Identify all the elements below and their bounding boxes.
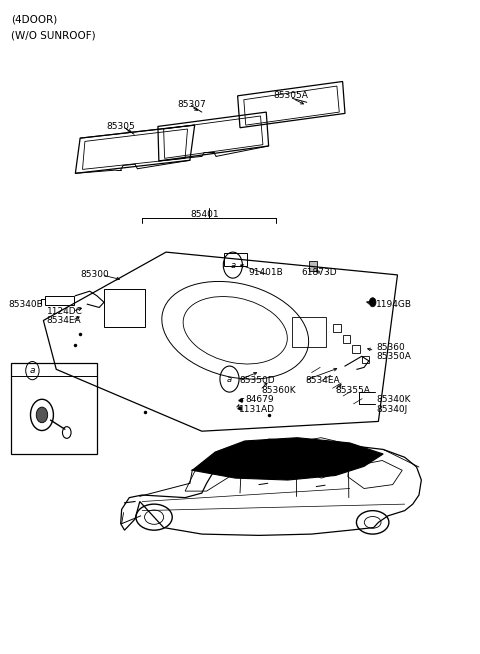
Text: 85350A: 85350A [376,353,411,362]
Circle shape [36,407,48,422]
Text: 85355A: 85355A [336,386,370,394]
Text: 1131AD: 1131AD [239,405,275,413]
Text: a: a [227,375,232,384]
Text: (4DOOR): (4DOOR) [11,14,57,24]
Text: 85401: 85401 [190,210,218,219]
Text: a: a [30,366,35,375]
Text: a: a [230,261,235,269]
Text: 85360K: 85360K [262,386,296,394]
Text: 85300: 85300 [80,270,109,279]
Text: 84679: 84679 [246,396,275,404]
Text: 85305: 85305 [107,122,135,131]
Text: 85350D: 85350D [239,376,275,385]
Text: 85360: 85360 [376,343,405,353]
Circle shape [369,298,376,307]
Text: 8534EA: 8534EA [47,316,81,325]
Polygon shape [192,438,383,480]
Text: 85340B: 85340B [9,300,43,309]
Text: 85340K: 85340K [376,396,410,404]
Text: 8534EA: 8534EA [306,376,340,385]
FancyBboxPatch shape [309,261,317,271]
Text: 1194GB: 1194GB [376,300,412,309]
Text: 85307: 85307 [177,100,206,109]
Text: (W/O SUNROOF): (W/O SUNROOF) [11,31,96,41]
Text: 1124DC: 1124DC [47,307,83,316]
Text: 61873D: 61873D [301,268,336,277]
Text: 85305A: 85305A [274,92,308,100]
Text: 85340J: 85340J [376,405,407,413]
Text: 91401B: 91401B [249,268,283,277]
